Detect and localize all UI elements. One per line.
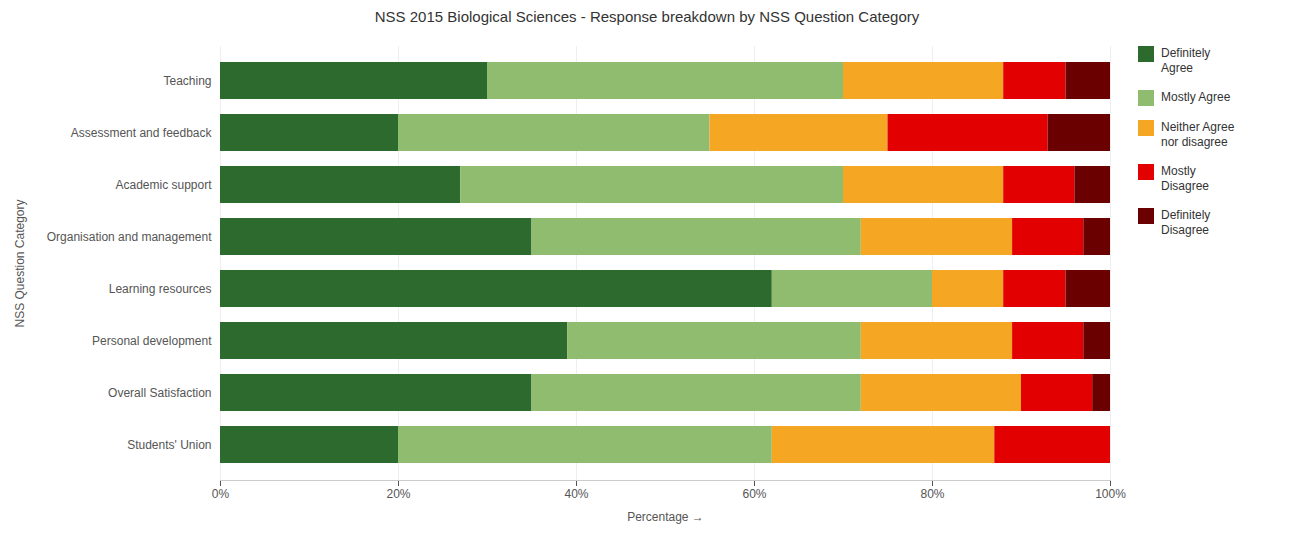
svg-text:Overall Satisfaction: Overall Satisfaction [108, 386, 211, 400]
svg-text:0%: 0% [212, 487, 230, 501]
svg-text:Students' Union: Students' Union [127, 438, 211, 452]
svg-text:Assessment and feedback: Assessment and feedback [71, 126, 213, 140]
svg-text:Organisation and management: Organisation and management [47, 230, 212, 244]
html-text:Definitely Agree: Definitely Agree [1161, 46, 1211, 75]
html-text:Neither Agree nor disagree: Neither Agree nor disagree [1161, 120, 1235, 149]
html-text:Mostly Agree: Mostly Agree [1161, 90, 1231, 104]
svg-text:Percentage →: Percentage → [627, 510, 704, 524]
svg-text:Learning resources: Learning resources [109, 282, 212, 296]
html-text:Mostly Disagree: Mostly Disagree [1161, 164, 1209, 193]
svg-text:Academic support: Academic support [115, 178, 212, 192]
svg-text:100%: 100% [1095, 487, 1126, 501]
svg-text:60%: 60% [742, 487, 766, 501]
html-text:NSS 2015 Biological Sciences -: NSS 2015 Biological Sciences - Response … [374, 8, 920, 25]
svg-text:20%: 20% [386, 487, 410, 501]
svg-text:Teaching: Teaching [163, 74, 211, 88]
svg-text:NSS Question Category: NSS Question Category [13, 199, 27, 327]
svg-text:Personal development: Personal development [92, 334, 212, 348]
svg-text:80%: 80% [920, 487, 944, 501]
html-text:Definitely Disagree: Definitely Disagree [1161, 208, 1211, 237]
svg-text:40%: 40% [564, 487, 588, 501]
